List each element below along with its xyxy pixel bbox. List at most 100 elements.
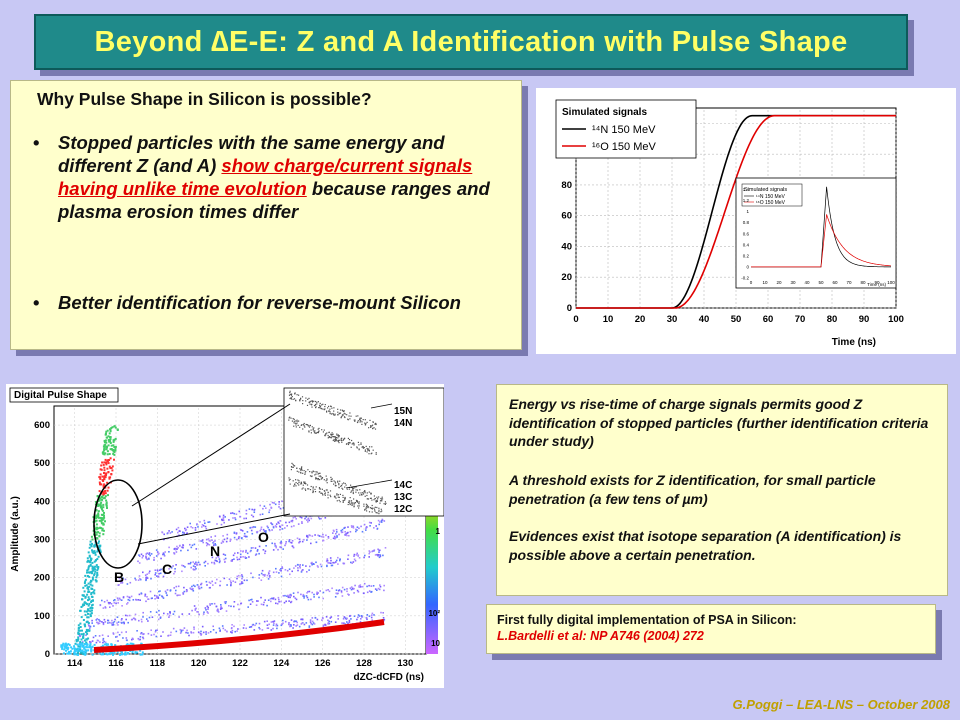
inset-legend-16o: ¹⁶O 150 MeV [756,200,786,206]
inset-x-tick: 70 [846,280,852,285]
dps-y-tick: 0 [45,649,50,660]
scale-tick: 10² [428,609,440,618]
dps-y-tick: 200 [34,573,50,584]
dps-ylabel: Amplitude (a.u.) [10,496,21,572]
label-c: C [162,561,172,577]
label-n: N [210,543,220,559]
inset-x-tick: 60 [832,280,838,285]
inset-label-14n: 14N [394,418,412,429]
sim-x-tick: 100 [888,314,904,325]
dps-zoom-inset: 15N 14N 14C 13C 12C [283,387,445,517]
sim-x-tick: 10 [603,314,614,325]
sim-y-tick: 20 [561,272,572,283]
inset-y-tick: 0.8 [743,220,750,225]
sim-title: Simulated signals [562,107,647,118]
inset-xlabel: Time (ns) [867,282,886,287]
sim-x-tick: 50 [731,314,742,325]
dps-x-tick: 114 [67,658,83,669]
dps-title: Digital Pulse Shape [14,390,107,401]
bullet1-highlight: show charge/current signals having unlik… [58,155,473,199]
scale-tick: 10 [431,639,440,648]
slide-title: Beyond ∆E-E: Z and A Identification with… [94,26,848,58]
reference-line1: First fully digital implementation of PS… [497,613,797,627]
dps-x-tick: 126 [315,658,331,669]
sim-xlabel: Time (ns) [832,337,876,348]
label-b: B [114,569,124,585]
why-box: Why Pulse Shape in Silicon is possible? … [10,80,522,350]
dps-x-tick: 116 [108,658,123,669]
inset-y-tick: 1.4 [743,187,750,192]
inset-label-13c: 13C [394,492,412,503]
dps-x-tick: 122 [232,658,248,669]
sim-y-tick: 40 [561,241,572,252]
inset-title: Simulated signals [744,187,787,193]
reference-box: First fully digital implementation of PS… [486,604,936,654]
inset-x-tick: 40 [804,280,810,285]
sim-x-tick: 80 [827,314,838,325]
sim-x-tick: 90 [859,314,870,325]
dps-x-tick: 130 [397,658,413,669]
dps-y-tick: 500 [34,458,50,469]
inset-x-tick: 20 [776,280,782,285]
inset-y-tick: 0.4 [743,242,750,247]
why-heading: Why Pulse Shape in Silicon is possible? [37,89,372,109]
inset-x-tick: 80 [860,280,866,285]
dps-y-tick: 600 [34,420,50,431]
inset-x-tick: 30 [790,280,796,285]
simulated-signals-plot: 0102030405060708090100020406080100120 Ti… [536,88,956,354]
inset-x-tick: 100 [887,280,895,285]
sim-x-tick: 20 [635,314,646,325]
sim-x-tick: 60 [763,314,774,325]
title-banner: Beyond ∆E-E: Z and A Identification with… [34,14,908,70]
info-energy-risetime: Energy vs rise-time of charge signals pe… [509,396,929,449]
inset-x-tick: 90 [874,280,880,285]
inset-x-tick: 10 [762,280,768,285]
info-threshold: A threshold exists for Z identification,… [509,472,876,507]
label-o: O [258,529,269,545]
dps-y-tick: 400 [34,496,50,507]
dps-x-tick: 120 [191,658,207,669]
sim-legend-16o: ¹⁶O 150 MeV [592,141,656,153]
sim-y-tick: 80 [561,180,572,191]
inset-y-tick: 1.2 [743,198,750,203]
sim-x-tick: 40 [699,314,710,325]
inset-label-14c: 14C [394,480,412,491]
inset-y-tick: 0.2 [743,253,750,258]
dps-y-tick: 100 [34,611,50,622]
inset-y-tick: 1 [746,209,749,214]
dps-plot-svg: 114 116 118 120 122 124 126 128 130 0 100 200 300 400… [9,387,445,683]
sim-inset: Simulated signals ¹⁴N 150 MeV ¹⁶O 150 Me… [735,177,897,289]
info-box: Energy vs rise-time of charge signals pe… [496,384,948,596]
info-isotope: Evidences exist that isotope separation … [509,528,902,563]
dps-x-tick: 124 [273,658,290,669]
dps-x-tick: 128 [356,658,372,669]
sim-plot-svg: 0102030405060708090100020406080100120 Ti… [555,99,904,348]
digital-pulse-shape-plot: 114 116 118 120 122 124 126 128 130 0 100 200 300 400… [6,384,445,688]
sim-legend-14n: ¹⁴N 150 MeV [592,124,656,136]
inset-y-tick: 0.6 [743,231,750,236]
inset-y-tick: 0 [746,264,749,269]
dps-y-tick: 300 [34,535,50,546]
inset-x-tick: 50 [818,280,824,285]
inset-label-12c: 12C [394,504,412,515]
inset-label-15n: 15N [394,406,412,417]
sim-x-tick: 0 [573,314,578,325]
inset-y-tick: -0.2 [741,276,749,281]
sim-x-tick: 70 [795,314,806,325]
threshold-line [93,619,385,653]
bullet2-text: Better identification for reverse-mount … [58,292,461,313]
sim-y-tick: 60 [561,211,572,222]
bullet1-post: because ranges and plasma erosion times … [58,178,490,222]
sim-x-tick: 30 [667,314,678,325]
reference-line2: L.Bardelli et al: NP A746 (2004) 272 [497,629,704,643]
inset-x-tick: 0 [750,280,753,285]
sim-y-tick: 0 [567,303,572,314]
dps-xlabel: dZC-dCFD (ns) [353,672,424,683]
scale-tick: 1 [436,527,441,536]
bullet1-pre: Stopped particles with the same energy a… [58,132,445,176]
selection-ellipse [93,479,143,569]
bullet-dot: • [33,292,40,313]
bullet-dot: • [33,132,40,153]
inset-legend-14n: ¹⁴N 150 MeV [756,194,785,200]
footer-credit: G.Poggi – LEA-LNS – October 2008 [732,697,950,712]
